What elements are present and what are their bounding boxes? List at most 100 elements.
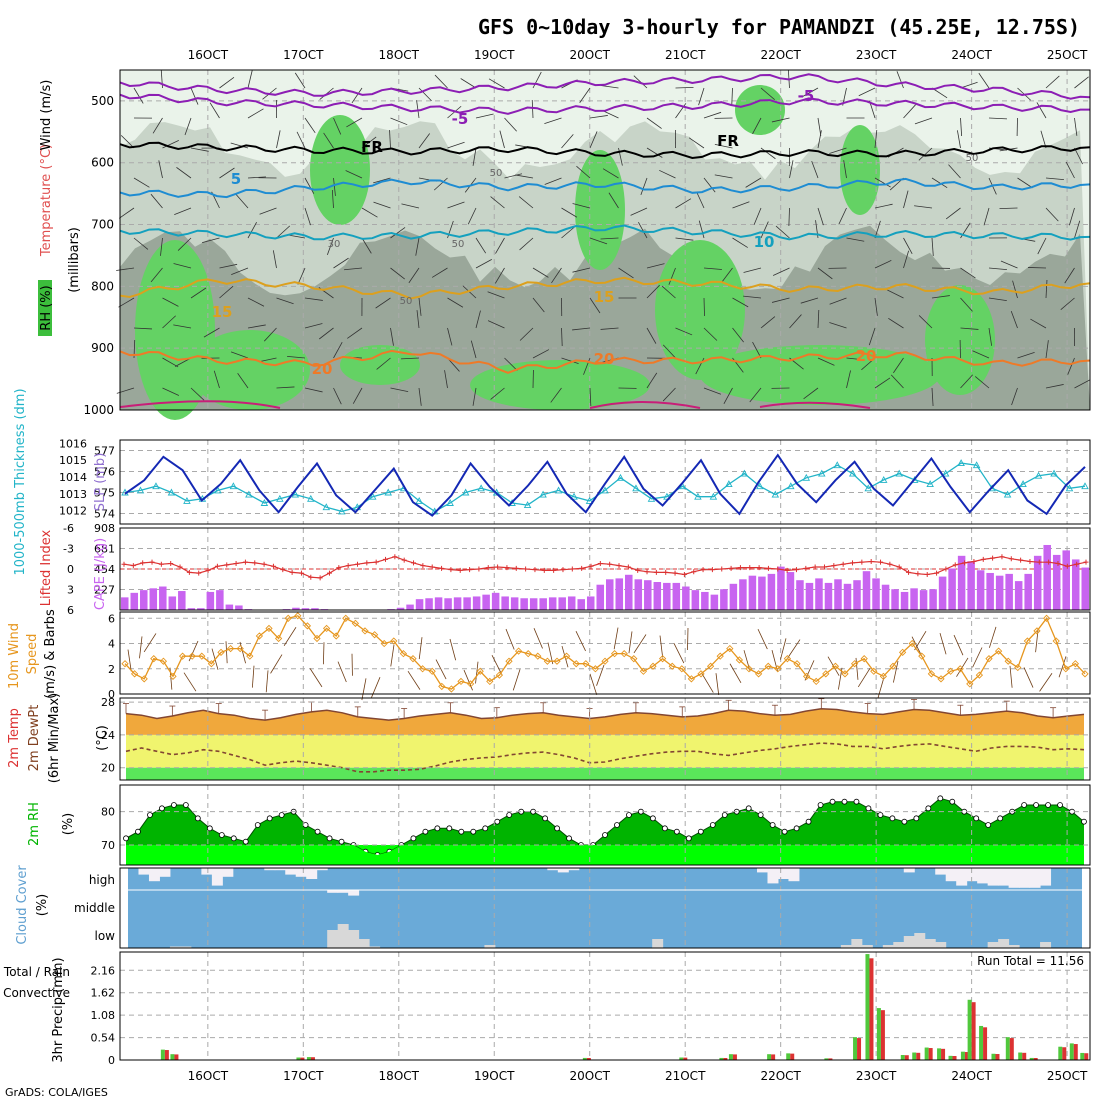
cape-bar bbox=[415, 599, 424, 610]
wind-speed-tick: 2 bbox=[108, 663, 115, 676]
wind-speed-marker bbox=[140, 675, 148, 683]
isotherm-label: FR bbox=[717, 132, 739, 150]
low-cloud-bar bbox=[861, 945, 873, 948]
precip-total-bar bbox=[876, 1008, 881, 1060]
thickness-line bbox=[124, 462, 1086, 513]
cape-bar bbox=[900, 591, 909, 610]
rh-below-70 bbox=[126, 845, 1084, 865]
wind-barb bbox=[874, 377, 891, 389]
wind-barb bbox=[265, 670, 269, 693]
wind-barb bbox=[988, 267, 1007, 270]
lifted-index-marker bbox=[354, 561, 360, 567]
wind-barb bbox=[1011, 387, 1018, 406]
wind-speed-marker bbox=[1071, 660, 1080, 668]
rh-marker bbox=[985, 822, 992, 828]
wind-barb bbox=[953, 634, 964, 656]
thickness-marker bbox=[229, 482, 238, 490]
wind-speed-marker bbox=[610, 649, 619, 658]
wind-barb bbox=[173, 263, 192, 269]
cape-bar bbox=[1062, 550, 1070, 610]
lifted-index-marker bbox=[653, 569, 659, 575]
pressure-label: 900 bbox=[91, 341, 114, 355]
thickness-marker bbox=[740, 469, 749, 477]
thickness-marker bbox=[245, 490, 253, 498]
wind-barb bbox=[504, 357, 518, 371]
thickness-marker bbox=[879, 475, 888, 483]
precip-tick: 0 bbox=[108, 1054, 115, 1067]
wind-barb bbox=[972, 350, 990, 359]
precip-legend-convective: Convective bbox=[3, 986, 70, 1000]
wind-barb bbox=[518, 196, 534, 209]
pressure-label: 1000 bbox=[83, 403, 114, 417]
rh-marker bbox=[206, 825, 213, 832]
rh-marker bbox=[278, 812, 285, 818]
precip-total-bar bbox=[170, 1054, 175, 1060]
wind-speed-marker bbox=[351, 619, 360, 627]
rh-marker bbox=[254, 822, 261, 828]
pressure-label: 500 bbox=[91, 94, 114, 108]
high-cloud-gap bbox=[1008, 868, 1020, 888]
wind-barb bbox=[646, 372, 658, 389]
wind-barb bbox=[505, 628, 515, 650]
high-cloud-gap bbox=[274, 868, 286, 871]
high-cloud-gap bbox=[148, 868, 160, 882]
high-cloud-gap bbox=[222, 868, 234, 877]
high-cloud-gap bbox=[1019, 868, 1031, 888]
wind-speed-tick: 4 bbox=[108, 638, 115, 651]
wind-barb bbox=[589, 673, 598, 695]
cape-bar bbox=[425, 598, 433, 610]
wind-barb bbox=[118, 207, 135, 219]
temp-axis-label-4: (°C) bbox=[95, 725, 110, 751]
lifted-index-marker bbox=[700, 567, 706, 573]
wind-barb bbox=[803, 387, 819, 400]
thickness-marker bbox=[601, 486, 609, 494]
rh-marker bbox=[901, 818, 908, 825]
wind-barb bbox=[646, 117, 662, 129]
wind-barb bbox=[488, 78, 505, 89]
high-cloud-gap bbox=[767, 868, 779, 884]
wind-barb bbox=[133, 177, 150, 188]
thickness-marker bbox=[616, 473, 625, 481]
cape-bar bbox=[292, 607, 300, 610]
wind-speed-marker bbox=[918, 652, 926, 660]
wind-barb bbox=[373, 177, 391, 184]
wind-barb bbox=[772, 267, 790, 276]
precip-convective-bar bbox=[880, 1010, 885, 1060]
lifted-index-marker bbox=[962, 560, 968, 566]
wind-barb bbox=[804, 660, 815, 681]
wind-barb bbox=[703, 111, 722, 119]
cape-bar bbox=[815, 578, 823, 610]
wind-barb bbox=[602, 168, 619, 179]
cape-bar bbox=[1043, 544, 1051, 610]
rh-marker bbox=[314, 828, 321, 835]
cape-bar bbox=[948, 568, 956, 610]
wind-legend-label: Wind (m/s) bbox=[39, 80, 54, 151]
wind-barb bbox=[247, 222, 257, 239]
wind-barb bbox=[309, 668, 323, 688]
high-cloud-gap bbox=[264, 868, 276, 871]
rh-humid-region bbox=[340, 345, 420, 385]
precip-total-bar bbox=[948, 1055, 953, 1060]
wind-barb bbox=[1064, 267, 1075, 284]
wind-barb bbox=[533, 628, 543, 649]
rh-marker bbox=[566, 835, 572, 842]
top-date-axis: 16OCT 17OCT 18OCT 19OCT 20OCT 21OCT 22OCT 23OCT… bbox=[188, 48, 1088, 62]
wind-barb bbox=[1067, 357, 1075, 375]
wind-barb bbox=[259, 207, 277, 215]
wind-axis-label-3: (m/s) & Barbs bbox=[43, 609, 58, 699]
slp-tick: 1015 bbox=[59, 454, 87, 467]
high-cloud-gap bbox=[977, 868, 989, 884]
wind-speed-marker bbox=[380, 639, 388, 648]
wind-barb bbox=[723, 387, 733, 405]
wind-barb bbox=[874, 297, 878, 316]
wind-barb bbox=[544, 117, 562, 124]
wind-barb bbox=[729, 663, 742, 684]
rh-marker bbox=[159, 805, 165, 812]
lifted-index-marker bbox=[906, 569, 912, 575]
lifted-index-marker bbox=[821, 564, 827, 570]
precip-convective-bar bbox=[995, 1054, 1000, 1060]
cape-bar bbox=[235, 605, 243, 610]
wind-barb bbox=[817, 207, 824, 226]
precip-tick: 1.08 bbox=[91, 1009, 116, 1022]
high-cloud-gap bbox=[201, 868, 213, 875]
